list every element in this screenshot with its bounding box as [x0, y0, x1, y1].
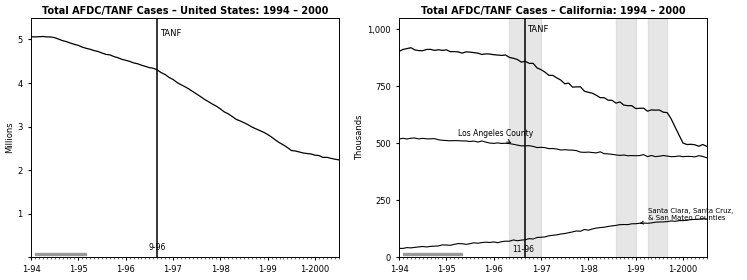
Bar — [403, 253, 462, 255]
Text: Santa Clara, Santa Cruz,
& San Mateo Counties: Santa Clara, Santa Cruz, & San Mateo Cou… — [641, 208, 733, 224]
Bar — [35, 253, 86, 255]
Title: Total AFDC/TANF Cases – United States: 1994 – 2000: Total AFDC/TANF Cases – United States: 1… — [42, 6, 328, 16]
Y-axis label: Thousands: Thousands — [356, 115, 365, 160]
Text: TANF: TANF — [160, 29, 181, 38]
Text: 9-96: 9-96 — [149, 243, 166, 252]
Title: Total AFDC/TANF Cases – California: 1994 – 2000: Total AFDC/TANF Cases – California: 1994… — [421, 6, 685, 16]
Text: TANF: TANF — [527, 25, 548, 34]
Bar — [616, 18, 636, 257]
Bar — [509, 18, 541, 257]
Bar — [648, 18, 667, 257]
Text: 11-96: 11-96 — [512, 245, 534, 254]
Y-axis label: Millions: Millions — [5, 122, 14, 153]
Text: Los Angeles County: Los Angeles County — [458, 129, 533, 143]
